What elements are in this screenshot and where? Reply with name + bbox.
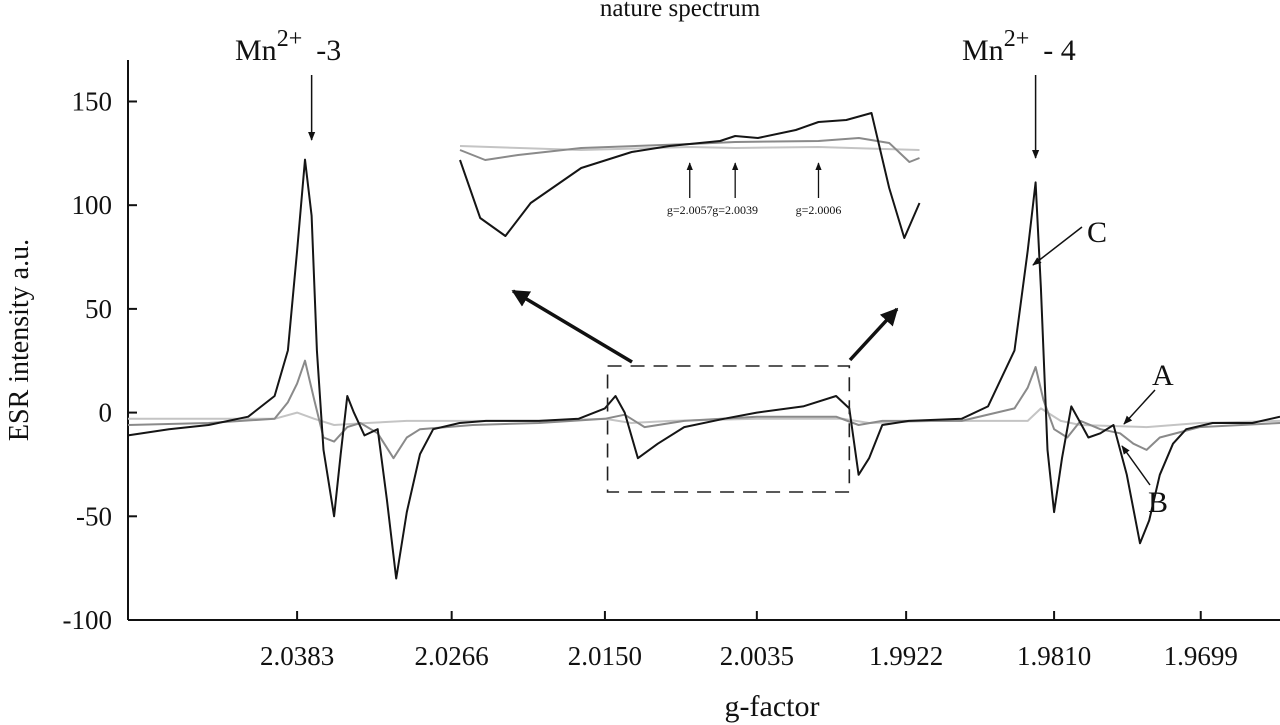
inset-spectrum: g=2.0057 g=2.0039 g=2.0006 xyxy=(459,112,921,239)
x-tick-label: 2.0383 xyxy=(260,641,334,671)
arrow-A xyxy=(1123,389,1156,425)
y-tick-label: 100 xyxy=(72,190,113,220)
mn-label-3: Mn2+ -3 xyxy=(235,26,341,67)
x-axis-title: g-factor xyxy=(725,690,820,723)
mn-label-4: Mn2+ - 4 xyxy=(962,26,1076,67)
annotations: Mn2+ -3 Mn2+ - 4 C A B xyxy=(235,26,1174,519)
inset-line-B xyxy=(459,137,920,163)
y-tick-label: 50 xyxy=(85,294,112,324)
inset-g-label: g=2.0039 xyxy=(712,203,758,217)
x-tick-label: 2.0150 xyxy=(568,641,642,671)
inset-line-C xyxy=(459,112,921,239)
y-tick-label: 0 xyxy=(99,398,113,428)
series-layer xyxy=(127,158,1280,580)
y-tick-label: -50 xyxy=(76,501,112,531)
y-tick-label: -100 xyxy=(63,605,113,635)
series-line-A xyxy=(128,407,1280,429)
arrow-C xyxy=(1032,226,1083,266)
zoom-arrow-right xyxy=(848,307,899,362)
y-tick-label: 150 xyxy=(72,86,113,116)
x-tick-label: 1.9922 xyxy=(869,641,943,671)
x-tick-label: 1.9810 xyxy=(1017,641,1091,671)
x-tick-label: 1.9699 xyxy=(1164,641,1238,671)
series-line-B xyxy=(127,359,1280,460)
x-tick-label: 2.0266 xyxy=(415,641,489,671)
inset-title: nature spectrum xyxy=(600,0,761,22)
zoom-arrow-left xyxy=(511,289,633,364)
inset-g-label: g=2.0006 xyxy=(796,203,842,217)
series-line-C xyxy=(127,158,1280,580)
inset-line-A xyxy=(459,145,920,151)
label-C: C xyxy=(1087,216,1107,249)
label-A: A xyxy=(1152,359,1174,392)
zoom-box xyxy=(606,365,851,493)
axes: 150 100 50 0 -50 -100 2.0383 2.0266 2.0150 2.0035… xyxy=(63,60,1280,671)
label-B: B xyxy=(1148,486,1168,519)
inset-g-label: g=2.0057 xyxy=(667,203,713,217)
arrow-B xyxy=(1121,445,1151,486)
y-axis-title: ESR intensity a.u. xyxy=(4,239,35,441)
x-tick-label: 2.0035 xyxy=(720,641,794,671)
